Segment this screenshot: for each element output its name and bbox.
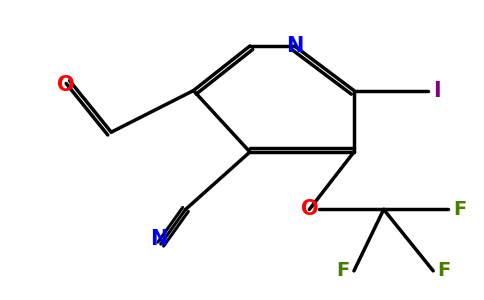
Text: F: F — [337, 261, 350, 280]
Text: N: N — [150, 229, 167, 249]
Text: F: F — [453, 200, 466, 219]
Text: O: O — [301, 200, 318, 219]
Text: F: F — [437, 261, 451, 280]
Text: O: O — [57, 75, 75, 95]
Text: I: I — [433, 81, 441, 100]
Text: N: N — [286, 36, 303, 56]
